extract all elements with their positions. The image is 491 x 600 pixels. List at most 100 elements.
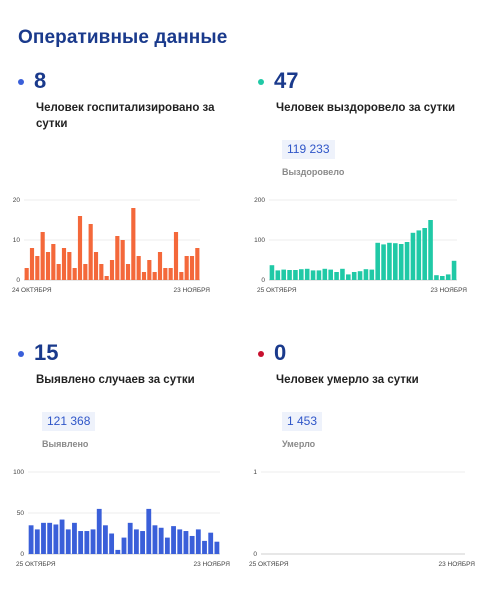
bar bbox=[136, 256, 141, 280]
bar bbox=[29, 248, 35, 280]
bar bbox=[72, 268, 77, 280]
y-tick-label: 1 bbox=[253, 469, 257, 476]
bar bbox=[141, 272, 147, 280]
bar bbox=[346, 274, 351, 280]
bar bbox=[163, 268, 168, 280]
x-start-label: 24 ОКТЯБРЯ bbox=[12, 287, 52, 294]
bar bbox=[28, 525, 34, 554]
bar bbox=[369, 269, 375, 280]
bar bbox=[357, 271, 363, 280]
bar bbox=[47, 522, 53, 554]
bar bbox=[177, 529, 183, 554]
bar bbox=[93, 252, 99, 280]
bar bbox=[434, 275, 439, 280]
x-start-label: 25 ОКТЯБРЯ bbox=[249, 561, 289, 568]
y-tick-label: 50 bbox=[17, 510, 25, 517]
bar bbox=[340, 268, 345, 280]
bar bbox=[67, 252, 72, 280]
x-end-label: 23 НОЯБРЯ bbox=[174, 287, 211, 294]
cases-header: 15 bbox=[18, 338, 58, 368]
bar bbox=[51, 244, 56, 280]
cases-chart: 0 50 100 25 ОКТЯБРЯ 23 НОЯБРЯ bbox=[13, 469, 231, 568]
bar bbox=[77, 216, 83, 280]
bar bbox=[269, 265, 275, 280]
bar bbox=[316, 270, 322, 280]
bar bbox=[84, 531, 90, 554]
hospitalized-dot-icon bbox=[18, 79, 24, 85]
bar bbox=[387, 242, 392, 280]
bar bbox=[115, 236, 120, 280]
y-tick-label: 0 bbox=[253, 551, 257, 558]
bar bbox=[41, 522, 46, 554]
recovered-chart: 0 100 200 25 ОКТЯБРЯ 23 НОЯБРЯ bbox=[254, 197, 468, 294]
bar bbox=[202, 540, 207, 554]
recovered-header: 47 bbox=[258, 66, 298, 96]
deaths-value: 0 bbox=[274, 340, 287, 365]
bar bbox=[99, 264, 104, 280]
deaths-label: Человек умерло за сутки bbox=[276, 374, 419, 386]
hospitalized-card: 8 Человек госпитализировано за сутки bbox=[18, 66, 248, 326]
cases-label: Выявлено случаев за сутки bbox=[36, 374, 195, 386]
x-end-label: 23 НОЯБРЯ bbox=[431, 287, 468, 294]
hospitalized-value: 8 bbox=[34, 68, 47, 93]
bar bbox=[65, 529, 71, 554]
bar bbox=[375, 242, 380, 280]
bar bbox=[351, 272, 357, 280]
bar bbox=[275, 270, 281, 280]
y-tick-label: 10 bbox=[13, 237, 21, 244]
bar bbox=[179, 272, 184, 280]
x-start-label: 25 ОКТЯБРЯ bbox=[16, 561, 56, 568]
x-end-label: 23 НОЯБРЯ bbox=[194, 561, 231, 568]
recovered-dot-icon bbox=[258, 79, 264, 85]
deaths-header: 0 bbox=[258, 338, 286, 368]
bar bbox=[422, 228, 427, 280]
bar bbox=[164, 537, 170, 554]
recovered-value: 47 bbox=[274, 68, 299, 93]
bar bbox=[440, 276, 445, 280]
bar bbox=[171, 526, 176, 554]
cases-card: 15 Выявлено случаев за сутки 121 368 Выя… bbox=[18, 338, 248, 598]
y-tick-label: 20 bbox=[13, 197, 21, 204]
y-tick-label: 100 bbox=[13, 469, 24, 476]
deaths-chart: 0 1 25 ОКТЯБРЯ 23 НОЯБРЯ bbox=[249, 469, 475, 568]
cases-total: 121 368 bbox=[42, 412, 96, 431]
bar bbox=[322, 268, 328, 280]
bar bbox=[281, 269, 286, 280]
bar bbox=[133, 529, 139, 554]
bar bbox=[304, 268, 310, 280]
cases-dot-icon bbox=[18, 351, 24, 357]
recovered-total-label: Выздоровело bbox=[282, 167, 345, 177]
bar bbox=[83, 264, 88, 280]
y-tick-label: 0 bbox=[16, 277, 20, 284]
bar bbox=[115, 549, 121, 554]
bar bbox=[195, 529, 201, 554]
bar bbox=[109, 533, 115, 554]
deaths-dot-icon bbox=[258, 351, 264, 357]
bar bbox=[334, 272, 339, 280]
bar bbox=[189, 256, 195, 280]
bar bbox=[90, 529, 96, 554]
recovered-total: 119 233 bbox=[282, 140, 335, 159]
bar bbox=[59, 519, 65, 554]
hospitalized-chart: 0 10 20 24 ОКТЯБРЯ 23 НОЯБРЯ bbox=[12, 197, 211, 294]
bar bbox=[168, 268, 173, 280]
bar bbox=[363, 269, 369, 280]
bar bbox=[103, 525, 108, 554]
bar bbox=[121, 537, 127, 554]
bar bbox=[184, 256, 189, 280]
bar bbox=[299, 269, 304, 280]
bar bbox=[214, 541, 220, 554]
bar bbox=[35, 256, 40, 280]
bar bbox=[451, 260, 457, 280]
cases-total-label: Выявлено bbox=[42, 439, 89, 449]
bar bbox=[157, 252, 163, 280]
bar bbox=[410, 232, 416, 280]
bar bbox=[146, 508, 152, 554]
bar bbox=[53, 524, 59, 554]
bar bbox=[24, 268, 29, 280]
bar bbox=[183, 531, 189, 554]
bar bbox=[428, 220, 433, 280]
bar bbox=[140, 531, 145, 554]
bar bbox=[120, 240, 125, 280]
bar bbox=[78, 531, 84, 554]
